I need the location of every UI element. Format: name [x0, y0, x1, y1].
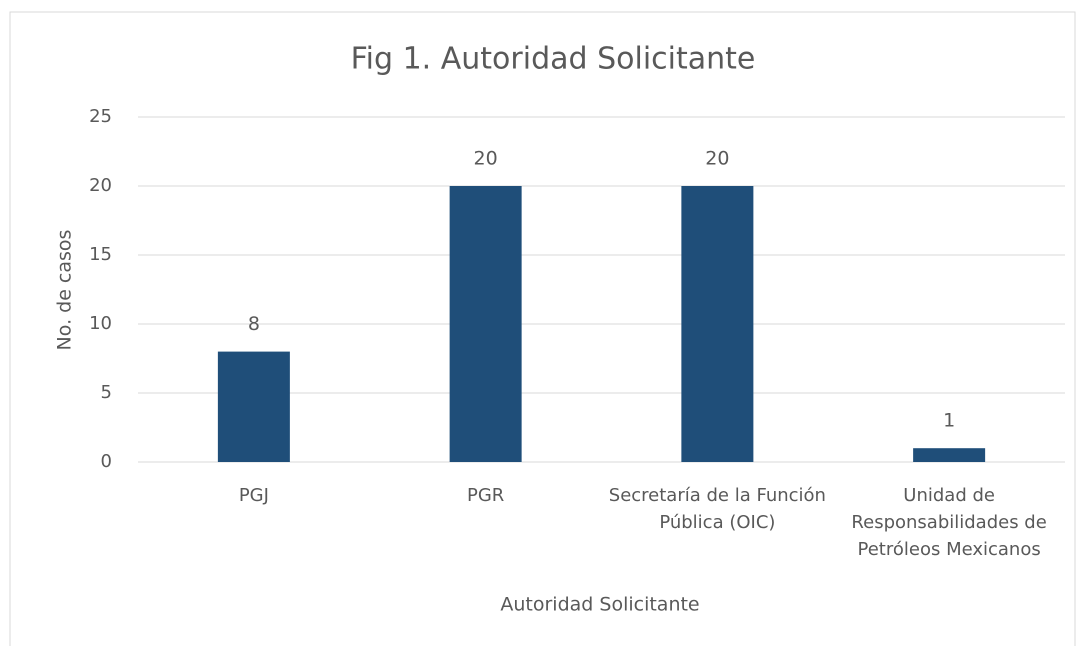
chart-title: Fig 1. Autoridad Solicitante	[351, 42, 756, 77]
bar	[681, 186, 754, 462]
value-label: 20	[474, 148, 498, 170]
x-tick-label: Unidad de Responsabilidades de Petróleos…	[851, 485, 1047, 560]
x-tick-label: Secretaría de la Función Pública (OIC)	[608, 485, 826, 533]
bar	[449, 186, 522, 462]
y-tick-label: 10	[89, 313, 112, 334]
y-axis-title: No. de casos	[54, 230, 76, 351]
y-tick-label: 15	[89, 244, 112, 265]
bar	[913, 448, 986, 462]
chart-frame	[9, 11, 1076, 646]
y-tick-label: 5	[101, 382, 112, 403]
y-tick-label: 20	[89, 175, 112, 196]
y-tick-label: 0	[101, 451, 112, 472]
y-tick-label: 25	[89, 106, 112, 127]
x-axis-title: Autoridad Solicitante	[500, 594, 699, 616]
x-tick-label: PGR	[466, 485, 505, 506]
value-label: 1	[943, 410, 955, 432]
value-label: 8	[248, 313, 260, 335]
value-label: 20	[705, 148, 729, 170]
bar	[217, 351, 290, 462]
x-tick-label: PGJ	[238, 485, 269, 506]
